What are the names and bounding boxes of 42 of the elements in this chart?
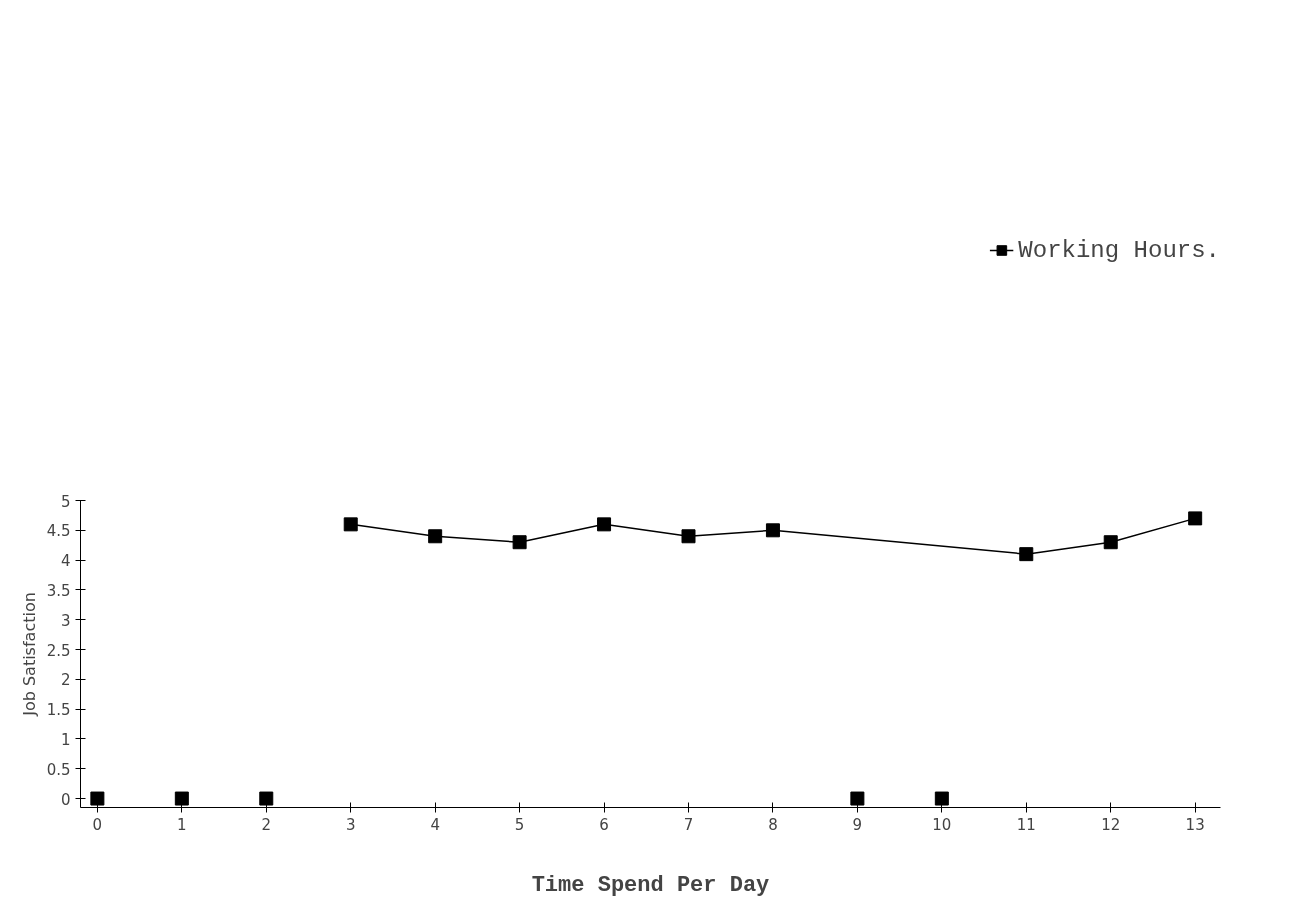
y-tick-label: 1 — [60, 730, 71, 749]
y-tick-label: 1.5 — [46, 701, 71, 720]
point — [1103, 535, 1118, 550]
y-tick-label: 3.5 — [46, 581, 71, 600]
x-tick-label: 13 — [1185, 815, 1205, 834]
x-tick-label: 8 — [768, 815, 778, 834]
point — [681, 529, 696, 544]
point — [850, 791, 865, 806]
point — [597, 517, 612, 532]
point — [428, 529, 443, 544]
x-tick-label: 11 — [1016, 815, 1036, 834]
x-tick-label: 6 — [599, 815, 609, 834]
y-tick-label: 3 — [60, 611, 71, 630]
y-tick-label: 4.5 — [46, 522, 71, 541]
point — [259, 791, 274, 806]
y-tick-label: 0.5 — [46, 760, 71, 779]
y-tick-label: 2 — [60, 671, 71, 690]
y-tick-label: 2.5 — [46, 641, 71, 660]
x-tick-label: 1 — [177, 815, 187, 834]
point — [765, 523, 780, 538]
x-tick-label: 5 — [514, 815, 525, 834]
legend-label: Working Hours. — [1018, 236, 1220, 264]
x-tick-label: 3 — [345, 815, 356, 834]
x-tick-label: 9 — [852, 815, 863, 834]
x-tick-label: 12 — [1101, 815, 1121, 834]
x-tick-label: 7 — [683, 815, 694, 834]
x-tick-label: 0 — [92, 815, 103, 834]
x-tick-label: 2 — [261, 815, 272, 834]
point — [90, 791, 105, 806]
y-tick-label: 4 — [60, 552, 71, 571]
y-tick-label: 5 — [60, 492, 71, 511]
y-tick-label: 0 — [60, 790, 71, 809]
point — [1188, 511, 1203, 526]
point — [174, 791, 189, 806]
x-tick-label: 10 — [932, 815, 952, 834]
y-axis-title: Job Satisfaction — [19, 592, 39, 717]
point — [343, 517, 358, 532]
point — [512, 535, 527, 550]
point — [934, 791, 949, 806]
point — [1019, 547, 1034, 562]
x-axis-title: Time Spend Per Day — [531, 872, 770, 898]
x-tick-label: 4 — [430, 815, 440, 834]
